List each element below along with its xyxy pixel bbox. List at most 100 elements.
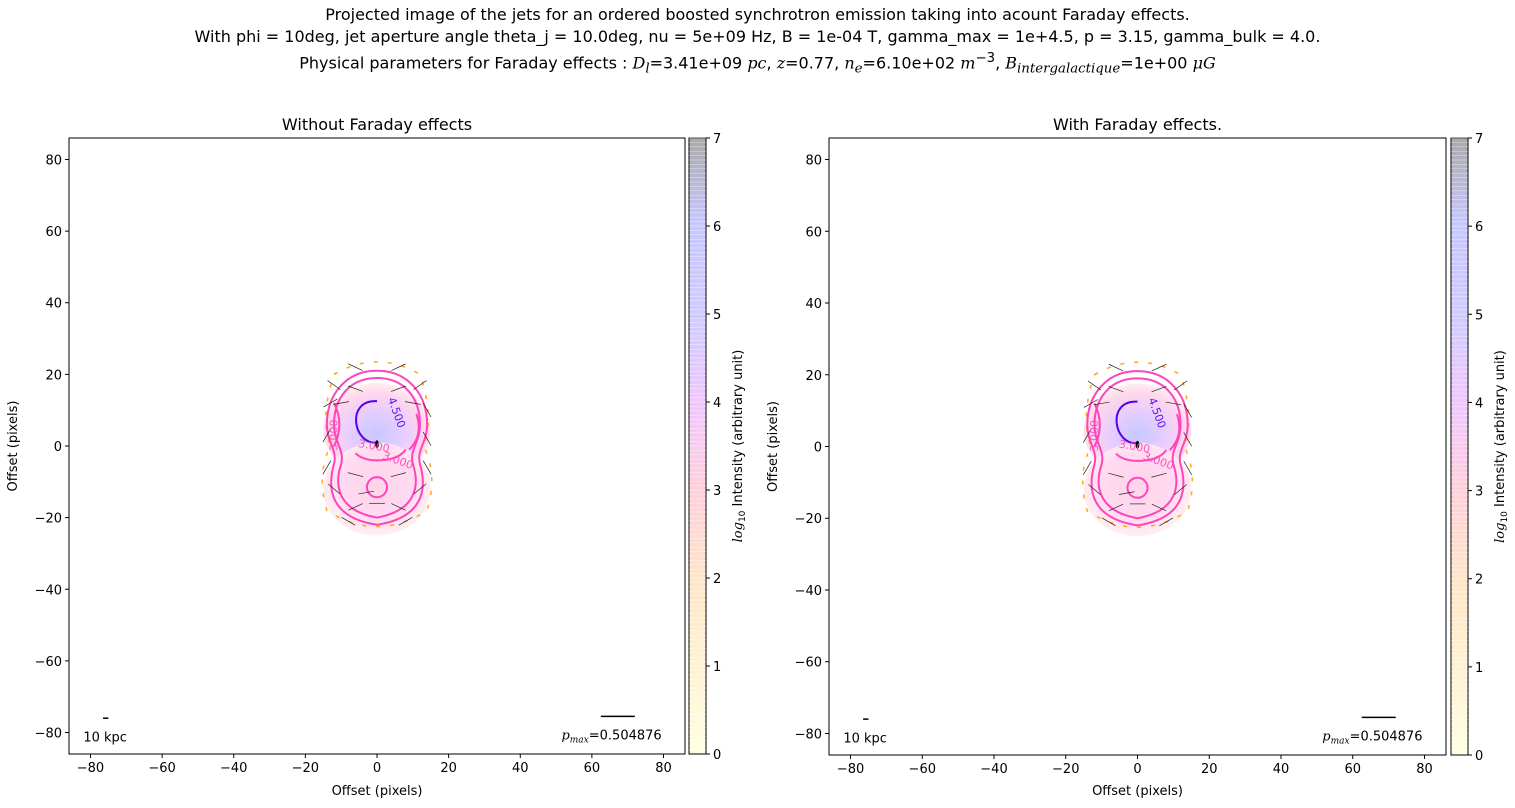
y-tick-label: −80 xyxy=(795,727,822,742)
colorbar-label-sub: 10 xyxy=(738,510,748,522)
pmax-label: pmax=0.504876 xyxy=(1322,730,1422,747)
pmax-value: =0.504876 xyxy=(1350,730,1423,745)
polarization-vector xyxy=(341,516,356,526)
dl-unit: pc xyxy=(747,53,767,73)
colorbar-tick-label: 4 xyxy=(713,396,721,411)
polarization-vector xyxy=(1108,386,1124,393)
polarization-vector xyxy=(391,503,406,511)
x-tick-label: −20 xyxy=(292,761,319,776)
polarization-vector xyxy=(404,401,421,405)
polarization-vector xyxy=(1165,401,1182,406)
polarization-vector xyxy=(327,483,341,495)
emission-lower-lobe xyxy=(1083,442,1192,537)
x-tick-label: 60 xyxy=(584,761,601,776)
polarization-vector xyxy=(413,483,427,495)
dl-subscript: l xyxy=(645,61,650,77)
colorbar-tick-label: 0 xyxy=(713,748,721,763)
polarization-vector xyxy=(398,516,413,526)
polarization-vector xyxy=(1088,484,1101,495)
polarization-vector xyxy=(391,363,406,371)
x-tick-label: −20 xyxy=(1052,762,1079,777)
x-tick-label: 0 xyxy=(373,761,381,776)
contour-3-inner xyxy=(1093,377,1182,520)
polarization-vector xyxy=(1159,517,1174,527)
pmax-symbol: p xyxy=(561,729,570,744)
colorbar-label-sub: 10 xyxy=(1500,511,1510,523)
contour-label: 3.000 xyxy=(1088,420,1101,452)
y-tick-label: 80 xyxy=(45,153,62,168)
contour-3-right-arc xyxy=(1169,413,1181,451)
colorbar-tick-label: 1 xyxy=(713,660,721,675)
polarization-vector xyxy=(1108,363,1124,372)
colorbar: 0 1 2 3 4 5 6 7 log10 Intensity (arbitrary unit) xyxy=(1450,132,1510,764)
x-tick-label: −80 xyxy=(77,761,104,776)
contour-label: 3.000 xyxy=(1118,438,1151,456)
polarization-vector xyxy=(347,472,364,478)
x-tick-label: −40 xyxy=(980,762,1007,777)
colorbar-label-text: Intensity (arbitrary unit) xyxy=(1493,350,1508,511)
pmax-symbol: p xyxy=(1322,730,1331,745)
polarization-vector xyxy=(347,385,364,392)
colorbar-label-log: log xyxy=(1493,523,1508,543)
y-tick-label: −40 xyxy=(35,583,62,598)
x-tick-label: −80 xyxy=(837,762,864,777)
y-tick-label: −80 xyxy=(35,727,62,742)
contour-3-right-arc xyxy=(408,413,420,451)
polarization-vector xyxy=(413,380,427,390)
suptitle-line-3: Physical parameters for Faraday effects … xyxy=(299,51,1216,77)
contour-3-outer xyxy=(1086,370,1189,527)
contour-label: 3.000 xyxy=(357,437,390,455)
polarization-vector xyxy=(322,460,332,475)
b-symbol: B xyxy=(1005,53,1018,73)
y-tick-label: 0 xyxy=(814,441,822,456)
y-tick-label: −60 xyxy=(35,655,62,670)
y-tick-label: 60 xyxy=(45,225,62,240)
scale-bar-label: 10 kpc xyxy=(843,731,887,746)
contour-3-outer xyxy=(325,369,429,526)
colorbar-tick-label: 1 xyxy=(1475,661,1483,676)
polarization-vector xyxy=(1183,403,1192,418)
b-subscript: intergalactique xyxy=(1017,61,1121,77)
polarization-vector xyxy=(390,472,407,478)
contour-3-arc-center xyxy=(1115,449,1168,462)
y-tick-label: 20 xyxy=(45,368,62,383)
ne-unit-exponent: −3 xyxy=(975,51,996,66)
y-tick-label: 80 xyxy=(805,154,822,169)
polarization-vectors xyxy=(1083,363,1192,527)
panel-title: With Faraday effects. xyxy=(1053,115,1222,134)
polarization-vector xyxy=(1151,363,1167,372)
pmax-subscript: max xyxy=(1331,737,1350,747)
contour-3-arc-center xyxy=(354,448,407,462)
x-tick-label: −60 xyxy=(148,761,175,776)
b-unit: μG xyxy=(1192,53,1216,73)
y-tick-label: 20 xyxy=(805,369,822,384)
dl-symbol: D xyxy=(632,53,646,73)
suptitle-line-1: Projected image of the jets for an order… xyxy=(325,5,1190,24)
polarization-vector xyxy=(1083,461,1092,476)
y-tick-label: 60 xyxy=(805,225,822,240)
colorbar-label-log: log xyxy=(731,522,746,542)
polarization-vector xyxy=(1083,399,1098,408)
colorbar-tick-label: 5 xyxy=(1475,308,1483,323)
x-tick-label: 80 xyxy=(1416,762,1433,777)
colorbar-label: log10 Intensity (arbitrary unit) xyxy=(1493,350,1510,543)
colorbar-tick-label: 7 xyxy=(1475,132,1483,147)
ne-unit: m xyxy=(960,53,976,73)
z-symbol: z xyxy=(776,53,786,73)
polarization-vector xyxy=(422,460,432,475)
ne-symbol: n xyxy=(844,53,855,73)
colorbar-label-text: Intensity (arbitrary unit) xyxy=(731,350,746,511)
colorbar-tick-label: 2 xyxy=(1475,573,1483,588)
polarization-vector xyxy=(358,490,375,495)
polarization-vector xyxy=(1093,401,1110,406)
y-tick-label: 40 xyxy=(45,297,62,312)
contour-3-inner xyxy=(333,376,421,519)
pmax-subscript: max xyxy=(570,736,589,746)
colorbar-tick-label: 6 xyxy=(713,220,721,235)
colorbar-tick-label: 3 xyxy=(713,484,721,499)
y-tick-label: −20 xyxy=(35,512,62,527)
polarization-vector xyxy=(1183,461,1192,476)
